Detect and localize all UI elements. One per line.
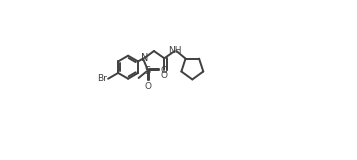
Text: S: S — [145, 66, 151, 76]
Text: O: O — [144, 83, 151, 92]
Text: NH: NH — [169, 46, 182, 55]
Text: Br: Br — [97, 74, 107, 83]
Text: O: O — [160, 66, 167, 75]
Text: N: N — [141, 53, 148, 63]
Text: O: O — [161, 71, 168, 80]
